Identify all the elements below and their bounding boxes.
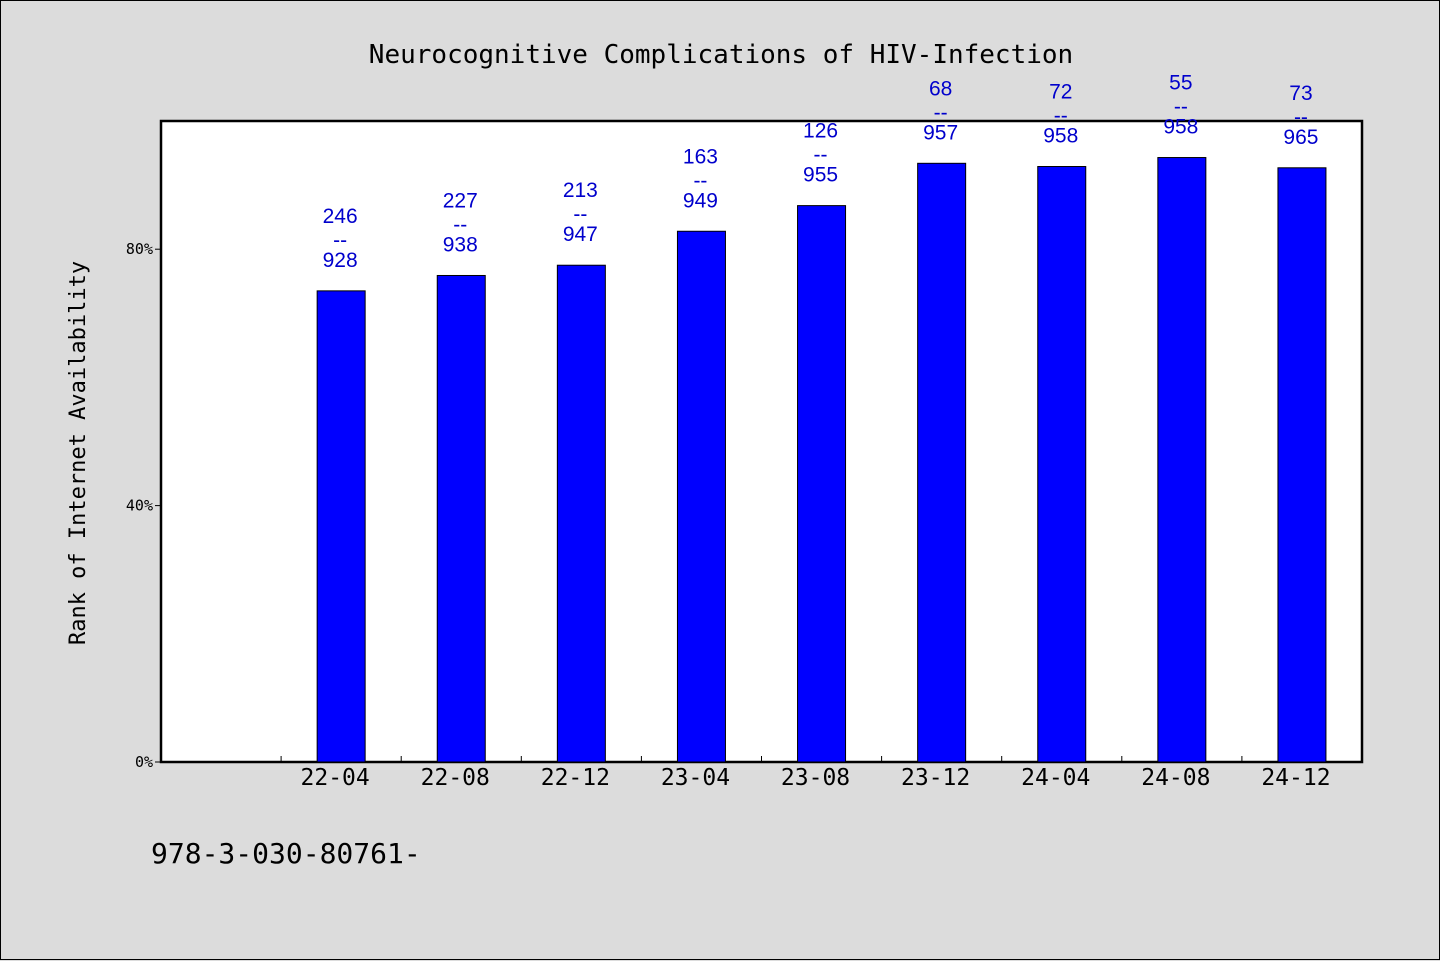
data-label-top: 68 — [929, 77, 952, 100]
data-label-top: 72 — [1049, 81, 1072, 104]
bar — [797, 205, 847, 763]
x-tick-label: 22-08 — [421, 765, 490, 791]
data-label-separator: -- — [573, 203, 587, 226]
bar — [917, 162, 967, 763]
x-tick-label: 24-08 — [1141, 765, 1210, 791]
data-label-separator: -- — [1294, 106, 1308, 129]
y-tick-label: 0% — [135, 753, 153, 771]
data-label-top: 163 — [683, 145, 718, 168]
y-tick-label: 40% — [126, 497, 153, 515]
data-label-bottom: 965 — [1283, 126, 1318, 149]
data-label-top: 213 — [563, 179, 598, 202]
data-label-bottom: 957 — [923, 121, 958, 144]
data-label-top: 227 — [443, 189, 478, 212]
data-label-bottom: 955 — [803, 164, 838, 187]
data-labels: 246--928227--938213--947163--949126--955… — [323, 72, 1319, 272]
data-label-top: 55 — [1169, 72, 1192, 95]
x-tick-label: 24-12 — [1261, 765, 1330, 791]
data-label-top: 126 — [803, 120, 838, 143]
data-label-bottom: 958 — [1163, 116, 1198, 139]
y-axis-label: Rank of Internet Availability — [66, 261, 91, 645]
x-tick-label: 22-12 — [541, 765, 610, 791]
x-tick-label: 23-08 — [781, 765, 850, 791]
data-label-bottom: 938 — [443, 233, 478, 256]
data-label-separator: -- — [693, 169, 707, 192]
bar — [1037, 166, 1087, 763]
bar — [1157, 157, 1207, 763]
y-axis-ticks: 0% 40% 80% — [126, 240, 161, 771]
footnote-text: 978-3-030-80761- — [151, 837, 421, 870]
data-label-top: 73 — [1289, 82, 1312, 105]
x-tick-label: 23-12 — [901, 765, 970, 791]
bar — [316, 290, 366, 763]
data-label-bottom: 949 — [683, 189, 718, 212]
data-label-separator: -- — [814, 144, 828, 167]
data-label-separator: -- — [934, 101, 948, 124]
data-label-separator: -- — [453, 213, 467, 236]
data-label-bottom: 928 — [323, 249, 358, 272]
data-label-bottom: 958 — [1043, 125, 1078, 148]
x-tick-label: 22-04 — [301, 765, 370, 791]
y-tick-label: 80% — [126, 240, 153, 258]
data-label-separator: -- — [333, 229, 347, 252]
data-label-separator: -- — [1174, 96, 1188, 119]
x-axis-ticks: 22-04 22-08 22-12 23-04 23-08 23-12 24-04 24-08… — [280, 756, 1331, 791]
data-label-bottom: 947 — [563, 223, 598, 246]
chart-title: Neurocognitive Complications of HIV-Infe… — [369, 40, 1073, 70]
bars — [316, 157, 1327, 763]
bar — [436, 274, 486, 763]
bar — [556, 264, 606, 763]
x-tick-label: 23-04 — [661, 765, 730, 791]
data-label-separator: -- — [1054, 105, 1068, 128]
bar — [1277, 167, 1327, 763]
x-tick-label: 24-04 — [1021, 765, 1090, 791]
data-label-top: 246 — [323, 205, 358, 228]
bar — [676, 230, 726, 763]
